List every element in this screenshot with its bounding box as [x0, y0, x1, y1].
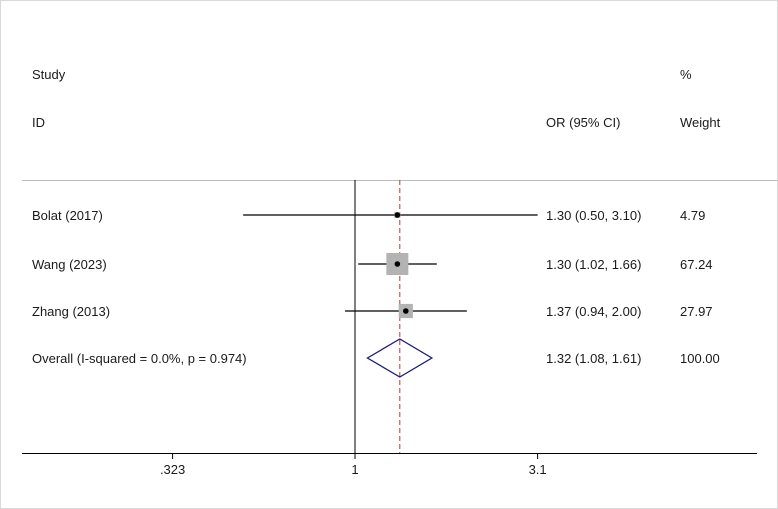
forest-labels: Bolat (2017) 1.30 (0.50, 3.10) 4.79 Wang (2… — [32, 208, 720, 366]
header-weight-percent: % — [680, 67, 692, 82]
forest-marks — [243, 180, 538, 453]
x-axis-ticks: .323 1 3.1 — [160, 453, 547, 477]
header-study: Study — [32, 67, 66, 82]
study-point-estimate — [394, 212, 401, 218]
header-effect-label: OR (95% CI) — [546, 115, 620, 130]
header-id: ID — [32, 115, 45, 130]
study-ci-text: 1.37 (0.94, 2.00) — [546, 304, 641, 319]
x-tick-label: .323 — [160, 462, 185, 477]
study-point-estimate — [403, 308, 409, 314]
x-tick-label: 1 — [351, 462, 358, 477]
study-point-estimate — [394, 261, 401, 267]
study-ci-text: 1.30 (0.50, 3.10) — [546, 208, 641, 223]
study-ci-text: 1.30 (1.02, 1.66) — [546, 257, 641, 272]
study-label: Zhang (2013) — [32, 304, 110, 319]
overall-weight-text: 100.00 — [680, 351, 720, 366]
study-weight-text: 4.79 — [680, 208, 705, 223]
study-label: Bolat (2017) — [32, 208, 103, 223]
overall-label: Overall (I-squared = 0.0%, p = 0.974) — [32, 351, 247, 366]
study-label: Wang (2023) — [32, 257, 107, 272]
x-tick-label: 3.1 — [529, 462, 547, 477]
study-weight-text: 27.97 — [680, 304, 713, 319]
overall-diamond — [366, 338, 434, 378]
header-weight: Weight — [680, 115, 721, 130]
overall-ci-text: 1.32 (1.08, 1.61) — [546, 351, 641, 366]
study-weight-text: 67.24 — [680, 257, 713, 272]
